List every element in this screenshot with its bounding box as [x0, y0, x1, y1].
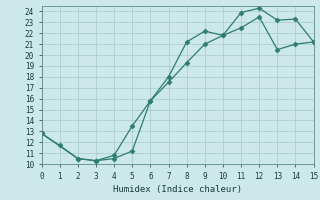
X-axis label: Humidex (Indice chaleur): Humidex (Indice chaleur) — [113, 185, 242, 194]
